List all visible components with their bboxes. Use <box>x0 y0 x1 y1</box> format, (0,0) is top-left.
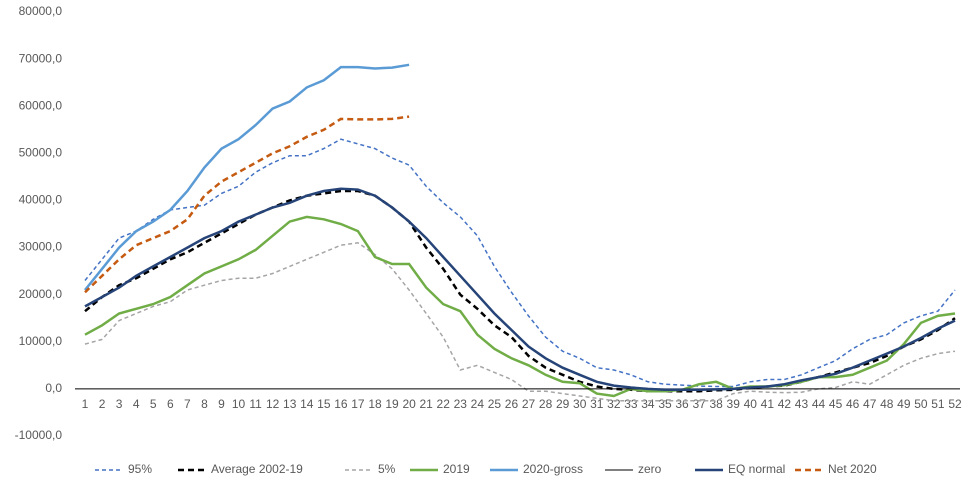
x-tick-label: 14 <box>300 397 314 411</box>
series-line <box>84 115 410 294</box>
legend-label: EQ normal <box>728 462 785 476</box>
x-tick-label: 2 <box>99 397 106 411</box>
y-tick-label: 10000,0 <box>19 334 63 348</box>
series-line <box>84 215 956 398</box>
x-tick-label: 19 <box>385 397 399 411</box>
x-tick-label: 22 <box>437 397 451 411</box>
y-tick-label: -10000,0 <box>15 428 63 442</box>
x-tick-label: 41 <box>761 397 775 411</box>
y-tick-label: 0,0 <box>45 381 62 395</box>
x-tick-label: 35 <box>658 397 672 411</box>
y-tick-label: 70000,0 <box>19 51 63 65</box>
x-tick-label: 33 <box>624 397 638 411</box>
x-tick-label: 44 <box>812 397 826 411</box>
x-tick-label: 25 <box>488 397 502 411</box>
legend-label: 2019 <box>443 462 470 476</box>
x-tick-label: 47 <box>863 397 877 411</box>
y-tick-label: 30000,0 <box>19 240 63 254</box>
x-tick-label: 7 <box>184 397 191 411</box>
x-tick-label: 46 <box>846 397 860 411</box>
y-tick-label: 80000,0 <box>19 4 63 18</box>
x-tick-label: 34 <box>641 397 655 411</box>
legend-label: Average 2002-19 <box>211 462 303 476</box>
legend-label: 5% <box>378 462 396 476</box>
legend-label: Net 2020 <box>828 462 877 476</box>
x-tick-label: 48 <box>880 397 894 411</box>
x-tick-label: 40 <box>744 397 758 411</box>
x-tick-label: 20 <box>402 397 416 411</box>
x-tick-label: 50 <box>914 397 928 411</box>
x-tick-label: 36 <box>675 397 689 411</box>
series-line <box>84 63 410 291</box>
x-tick-label: 39 <box>727 397 741 411</box>
x-tick-label: 10 <box>232 397 246 411</box>
y-tick-label: 50000,0 <box>19 146 63 160</box>
x-tick-label: 32 <box>607 397 621 411</box>
legend-label: 2020-gross <box>523 462 583 476</box>
x-tick-label: 16 <box>334 397 348 411</box>
x-tick-label: 1 <box>82 397 89 411</box>
x-tick-label: 4 <box>133 397 140 411</box>
x-tick-label: 51 <box>931 397 945 411</box>
legend-label: 95% <box>128 462 152 476</box>
x-tick-label: 30 <box>573 397 587 411</box>
series-line <box>84 187 956 392</box>
x-tick-label: 24 <box>471 397 485 411</box>
x-tick-label: 21 <box>419 397 433 411</box>
x-tick-label: 15 <box>317 397 331 411</box>
x-tick-label: 43 <box>795 397 809 411</box>
x-tick-label: 26 <box>505 397 519 411</box>
x-tick-label: 11 <box>249 397 262 411</box>
x-tick-label: 23 <box>454 397 468 411</box>
x-tick-label: 9 <box>218 397 225 411</box>
series-line <box>84 242 956 402</box>
x-tick-label: 29 <box>556 397 570 411</box>
x-tick-label: 42 <box>778 397 792 411</box>
x-tick-label: 18 <box>368 397 382 411</box>
x-tick-label: 3 <box>116 397 123 411</box>
x-tick-label: 27 <box>522 397 536 411</box>
y-tick-label: 40000,0 <box>19 193 63 207</box>
series-line <box>84 138 956 388</box>
x-tick-label: 13 <box>283 397 297 411</box>
x-tick-label: 17 <box>351 397 365 411</box>
x-tick-label: 31 <box>590 397 604 411</box>
x-tick-label: 28 <box>539 397 553 411</box>
x-tick-label: 8 <box>201 397 208 411</box>
y-tick-label: 20000,0 <box>19 287 63 301</box>
x-tick-label: 45 <box>829 397 843 411</box>
x-tick-label: 49 <box>897 397 911 411</box>
legend-label: zero <box>638 462 662 476</box>
y-tick-label: 60000,0 <box>19 98 63 112</box>
x-tick-label: 5 <box>150 397 157 411</box>
x-tick-label: 12 <box>266 397 280 411</box>
x-tick-label: 52 <box>948 397 962 411</box>
x-tick-label: 6 <box>167 397 174 411</box>
x-tick-label: 37 <box>692 397 706 411</box>
